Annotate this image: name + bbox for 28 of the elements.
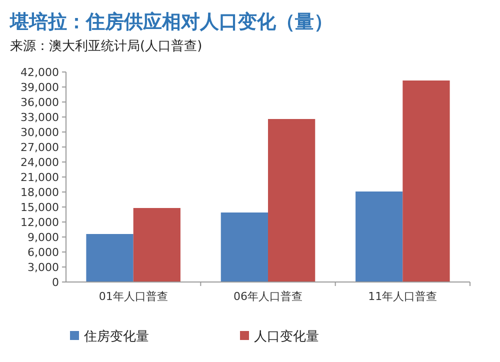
- y-tick-label: 18,000: [20, 186, 59, 199]
- bar: [133, 208, 180, 282]
- y-tick-label: 42,000: [20, 66, 59, 79]
- chart-subtitle: 来源：澳大利亚统计局(人口普查): [10, 38, 202, 54]
- y-tick-label: 21,000: [20, 170, 59, 184]
- x-tick-label: 01年人口普查: [98, 290, 168, 303]
- bar: [402, 80, 450, 282]
- bar: [268, 119, 316, 282]
- legend-label: 人口变化量: [254, 330, 319, 345]
- x-tick-label: 06年人口普查: [234, 290, 302, 303]
- y-tick-label: 33,000: [20, 110, 59, 124]
- x-tick-label: 11年人口普查: [368, 290, 438, 303]
- y-tick-label: 6,000: [28, 246, 59, 259]
- y-tick-label: 12,000: [20, 216, 59, 229]
- y-tick-label: 3,000: [28, 260, 59, 274]
- y-tick-label: 0: [52, 276, 59, 289]
- y-tick-label: 15,000: [20, 200, 59, 214]
- y-tick-label: 39,000: [20, 80, 59, 94]
- bar: [220, 212, 268, 282]
- legend-label: 住房变化量: [83, 328, 149, 345]
- bar: [86, 234, 134, 282]
- y-tick-label: 36,000: [20, 96, 59, 109]
- chart-title: 堪培拉：住房供应相对人口变化（量）: [9, 11, 333, 33]
- y-tick-label: 30,000: [20, 126, 59, 139]
- y-tick-label: 9,000: [28, 230, 59, 244]
- y-tick-label: 27,000: [20, 140, 59, 154]
- y-tick-label: 24,000: [20, 156, 59, 169]
- bar: [356, 192, 403, 282]
